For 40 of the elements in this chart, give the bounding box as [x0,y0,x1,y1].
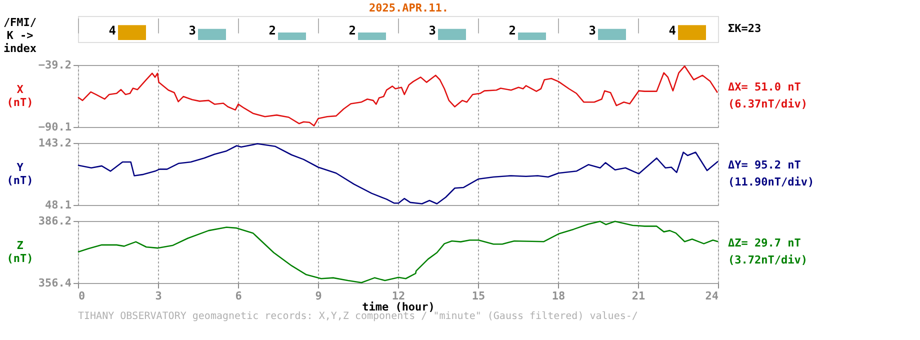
data-label: 2 [268,23,276,38]
x-axis-title: time (hour) [362,300,435,314]
text: ΣK=23 [728,22,762,35]
data-label: 3 [428,23,436,38]
y-axis-title: X (nT) [6,83,34,109]
text: TIHANY OBSERVATORY geomagnetic records: X,Y,Z components / "minute" (Gauss filtered) values-/ [78,311,638,322]
chart-title: 2025.APR.11. [369,2,449,14]
x-tick-label: 21 [632,290,646,302]
data-label: 3 [588,23,596,38]
line-series [77,65,718,126]
text: (3.72nT/div) [728,254,808,266]
data-label: 3 [188,23,196,38]
text: (11.90nT/div) [728,176,814,188]
y-tick-label: 143.2 [38,136,72,150]
data-label: 4 [108,23,116,38]
y-tick-label: 356.4 [38,276,72,290]
x-tick-label: 0 [78,290,86,302]
text: ΔZ= 29.7 nT [728,236,802,250]
text: (6.37nT/div) [728,98,808,110]
x-tick-label: 24 [705,290,719,302]
x-tick-label: 12 [392,290,406,302]
text: ΔX= 51.0 nT [728,80,802,94]
y-tick-label: −39.2 [38,58,72,72]
text: ΔY= 95.2 nT [728,158,802,172]
x-tick-label: 3 [155,290,162,302]
data-label: 4 [668,23,676,38]
line-series [77,143,719,204]
x-tick-label: 9 [315,290,322,302]
y-tick-label: 48.1 [45,198,72,212]
y-axis-title: Y (nT) [6,161,34,187]
data-label: 2 [508,23,516,38]
x-tick-label: 18 [552,290,566,302]
line-series [77,220,719,284]
y-axis-title: Z (nT) [6,239,34,265]
x-tick-label: 15 [472,290,486,302]
y-tick-label: 386.2 [38,214,72,228]
y-axis-title: /FMI/ K -> index [3,16,37,55]
x-tick-label: 6 [235,290,242,302]
y-tick-label: −90.1 [38,120,72,134]
data-label: 2 [348,23,356,38]
